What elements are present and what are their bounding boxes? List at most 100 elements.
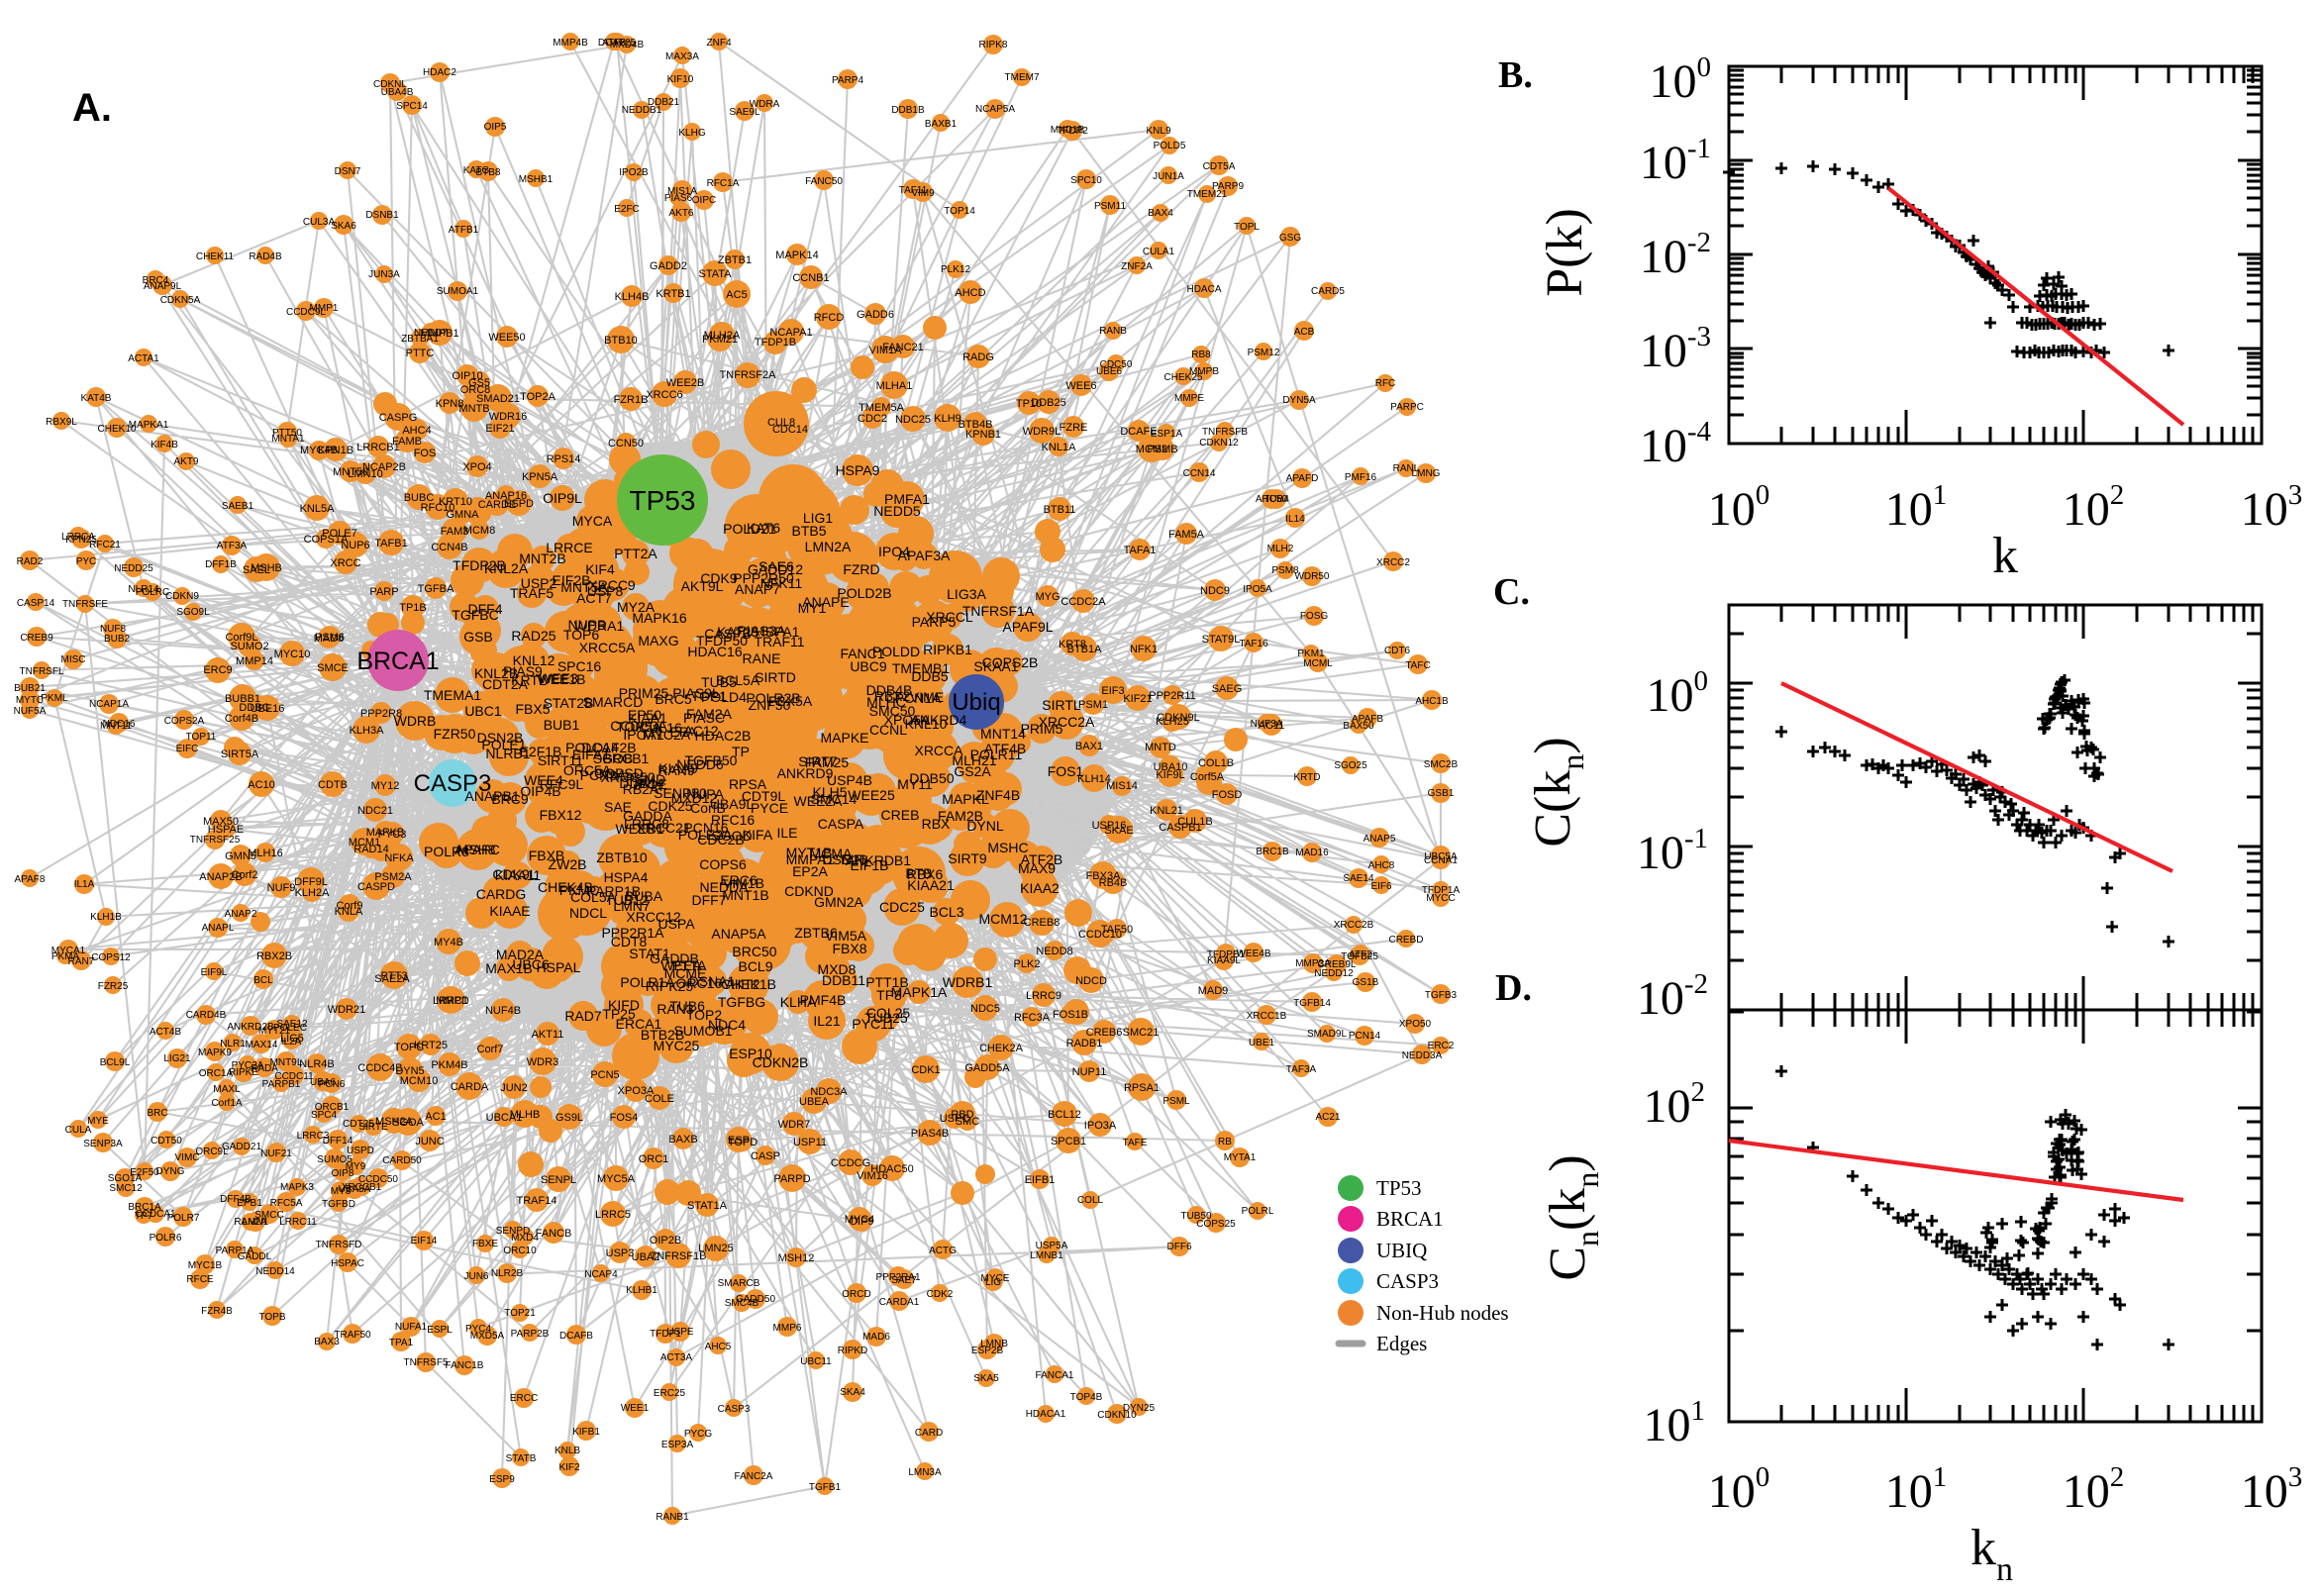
svg-text:RADG: RADG (962, 351, 994, 363)
svg-text:DFF1B: DFF1B (205, 559, 237, 570)
svg-text:ACTG: ACTG (929, 1246, 957, 1256)
svg-text:KIF9L: KIF9L (1156, 769, 1184, 781)
svg-text:KLHG: KLHG (678, 128, 705, 139)
svg-text:SAEL: SAEL (243, 564, 270, 576)
svg-text:RFC3A: RFC3A (1014, 1012, 1051, 1024)
svg-text:CDTB: CDTB (318, 779, 348, 791)
svg-text:FOS1: FOS1 (1048, 763, 1084, 779)
svg-text:WDRB: WDRB (394, 713, 437, 729)
svg-text:NCAP5A: NCAP5A (975, 104, 1015, 115)
svg-text:RAD2: RAD2 (17, 556, 44, 567)
svg-text:CCNA1: CCNA1 (1424, 855, 1458, 866)
svg-text:MAXG: MAXG (638, 633, 678, 648)
svg-text:MLHA1: MLHA1 (876, 380, 913, 392)
svg-text:NDC9: NDC9 (1200, 585, 1230, 597)
svg-text:CDK1: CDK1 (911, 1064, 940, 1076)
svg-text:FANC21: FANC21 (882, 342, 924, 353)
svg-text:CASP3: CASP3 (1376, 1269, 1439, 1293)
svg-text:CCDC2A: CCDC2A (1060, 596, 1106, 608)
svg-text:FAM3: FAM3 (441, 526, 469, 538)
svg-text:BCL12: BCL12 (1048, 1109, 1081, 1121)
svg-text:TMEM7: TMEM7 (1005, 72, 1040, 83)
svg-text:TMEM5A: TMEM5A (858, 402, 905, 414)
svg-text:KIF4: KIF4 (585, 561, 615, 577)
svg-text:MNTA1: MNTA1 (271, 434, 305, 445)
svg-text:OIP5: OIP5 (484, 122, 507, 133)
svg-text:SGO25: SGO25 (1334, 760, 1367, 771)
svg-text:UBA5A: UBA5A (339, 1184, 371, 1195)
svg-text:MMP14: MMP14 (236, 655, 273, 667)
svg-text:GS9L: GS9L (556, 1112, 583, 1124)
svg-text:PSMB: PSMB (1147, 444, 1177, 455)
svg-text:MLH2: MLH2 (1267, 544, 1294, 554)
svg-text:PCN5: PCN5 (590, 1069, 619, 1081)
svg-text:MMP1: MMP1 (310, 303, 339, 314)
svg-text:GADD12: GADD12 (748, 561, 803, 577)
svg-text:CHEK2A: CHEK2A (979, 1043, 1024, 1054)
svg-text:BTB10: BTB10 (604, 335, 638, 347)
svg-text:ACT3A: ACT3A (660, 1352, 693, 1363)
svg-text:ANAP2: ANAP2 (225, 909, 257, 920)
svg-text:RAD25: RAD25 (511, 628, 556, 644)
svg-text:SAE14: SAE14 (1343, 873, 1374, 884)
svg-text:FZR25: FZR25 (98, 981, 129, 992)
svg-text:TNFRSF5: TNFRSF5 (404, 1357, 449, 1368)
svg-text:VIM1A: VIM1A (868, 345, 902, 356)
svg-text:TUB50: TUB50 (1180, 1211, 1212, 1222)
svg-text:FBX5: FBX5 (515, 701, 550, 717)
svg-text:DDBC: DDBC (239, 702, 269, 714)
svg-text:MCM2: MCM2 (1136, 444, 1167, 455)
svg-text:UBA4B: UBA4B (381, 87, 414, 98)
svg-text:AHC1B: AHC1B (1415, 696, 1449, 707)
svg-text:CHEK25: CHEK25 (1164, 372, 1203, 383)
svg-text:UBC1: UBC1 (464, 703, 502, 719)
svg-text:TNFRSF25: TNFRSF25 (190, 835, 241, 846)
svg-text:BUB21: BUB21 (14, 683, 46, 694)
svg-text:RFC1A: RFC1A (707, 178, 740, 189)
svg-text:TRAF14: TRAF14 (517, 1195, 557, 1207)
svg-text:KLH2A: KLH2A (295, 887, 331, 899)
svg-text:OIPC: OIPC (692, 195, 716, 206)
svg-text:MAXL: MAXL (213, 1084, 241, 1095)
svg-text:TGFBG: TGFBG (718, 994, 765, 1010)
svg-text:COLE: COLE (645, 1093, 674, 1105)
svg-text:PARP2B: PARP2B (511, 1329, 550, 1340)
svg-text:CHEK4B: CHEK4B (538, 879, 593, 895)
svg-text:AC10: AC10 (248, 779, 275, 791)
svg-text:ZBTB10: ZBTB10 (596, 849, 648, 865)
svg-text:C.: C. (1493, 571, 1530, 613)
svg-text:NFKA: NFKA (384, 852, 414, 864)
svg-text:RANB1: RANB1 (656, 1512, 689, 1523)
svg-text:MYCA: MYCA (572, 513, 613, 529)
svg-text:AKT11: AKT11 (532, 1029, 564, 1041)
svg-text:LMNG: LMNG (1412, 468, 1441, 479)
svg-text:PSML: PSML (1162, 1096, 1190, 1107)
svg-text:MAD16: MAD16 (1295, 848, 1329, 858)
svg-text:MNT11: MNT11 (100, 721, 132, 732)
svg-text:BCL9: BCL9 (738, 958, 772, 974)
svg-text:TP10: TP10 (1016, 398, 1042, 410)
svg-text:ORC16: ORC16 (676, 975, 723, 991)
svg-text:RANB: RANB (1099, 326, 1127, 337)
svg-text:PPP2RA1: PPP2RA1 (875, 1272, 920, 1283)
svg-text:IPO2B: IPO2B (619, 167, 649, 178)
svg-text:MAPK9: MAPK9 (198, 1047, 232, 1058)
svg-text:POLRL: POLRL (1242, 1206, 1274, 1217)
svg-text:BRC5: BRC5 (655, 691, 692, 707)
svg-text:SENPL: SENPL (541, 1174, 576, 1186)
svg-text:MLH2A: MLH2A (704, 330, 741, 342)
svg-text:EP2A: EP2A (792, 863, 828, 879)
svg-text:LRRCA: LRRCA (61, 532, 95, 543)
svg-text:SIRTL: SIRTL (1042, 697, 1081, 713)
svg-text:P(k): P(k) (1537, 208, 1593, 297)
svg-text:HSPAC: HSPAC (331, 1258, 364, 1269)
svg-text:TOPC: TOPC (394, 1042, 424, 1053)
svg-text:COL1B: COL1B (1198, 757, 1234, 769)
svg-text:RFC21: RFC21 (89, 540, 121, 550)
svg-text:CHEK10: CHEK10 (98, 424, 137, 435)
svg-text:ESP3A: ESP3A (661, 1440, 694, 1450)
svg-text:SPC10: SPC10 (1070, 175, 1102, 186)
svg-text:NLR14: NLR14 (128, 584, 159, 595)
svg-text:ERC9: ERC9 (203, 664, 232, 676)
svg-text:IL2A: IL2A (281, 1037, 302, 1047)
